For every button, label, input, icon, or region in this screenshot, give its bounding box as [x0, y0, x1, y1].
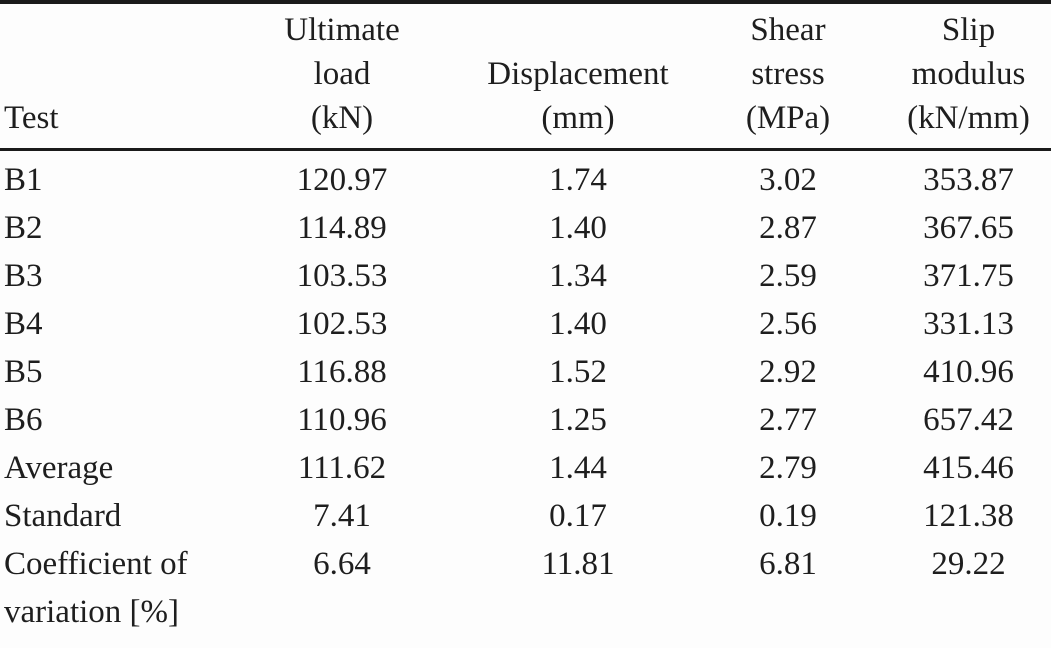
cell-displacement: 1.34 [549, 258, 607, 294]
table-row-b1: B1 120.97 1.74 3.02 353.87 [0, 150, 1051, 205]
column-header-slip-modulus: Slip modulus (kN/mm) [886, 2, 1051, 151]
cell-slip-modulus: 29.22 [931, 546, 1006, 582]
cell-ultimate-load: 7.41 [313, 498, 371, 534]
header-row: Test Ultimate load (kN) Displacement (mm… [0, 2, 1051, 151]
table-row-b2: B2 114.89 1.40 2.87 367.65 [0, 204, 1051, 252]
table-row-b3: B3 103.53 1.34 2.59 371.75 [0, 252, 1051, 300]
cell-slip-modulus: 121.38 [923, 498, 1014, 534]
row-label: B5 [4, 354, 43, 390]
column-header-shear-stress: Shear stress (MPa) [690, 2, 886, 151]
cell-slip-modulus: 371.75 [923, 258, 1014, 294]
cell-shear-stress: 2.59 [759, 258, 817, 294]
cell-shear-stress: 2.77 [759, 402, 817, 438]
cell-shear-stress: 2.56 [759, 306, 817, 342]
row-label: B6 [4, 402, 43, 438]
row-label: B4 [4, 306, 43, 342]
row-label: Average [4, 450, 114, 486]
row-label: B2 [4, 210, 43, 246]
table-row-standard: Standard 7.41 0.17 0.19 121.38 [0, 492, 1051, 540]
table-row-b4: B4 102.53 1.40 2.56 331.13 [0, 300, 1051, 348]
cell-shear-stress: 0.19 [759, 498, 817, 534]
cell-shear-stress: 2.79 [759, 450, 817, 486]
row-label: Coefficient of variation [%] [4, 546, 188, 630]
cell-shear-stress: 2.92 [759, 354, 817, 390]
cell-ultimate-load: 120.97 [296, 162, 388, 198]
cell-slip-modulus: 367.65 [923, 210, 1014, 246]
table-row-b6: B6 110.96 1.25 2.77 657.42 [0, 396, 1051, 444]
cell-ultimate-load: 103.53 [296, 258, 388, 294]
table-body: B1 120.97 1.74 3.02 353.87 B2 114.89 1.4… [0, 150, 1051, 637]
cell-slip-modulus: 415.46 [923, 450, 1014, 486]
cell-ultimate-load: 102.53 [296, 306, 388, 342]
cell-shear-stress: 2.87 [759, 210, 817, 246]
cell-displacement: 1.25 [549, 402, 607, 438]
cell-ultimate-load: 6.64 [313, 546, 371, 582]
table-row-average: Average 111.62 1.44 2.79 415.46 [0, 444, 1051, 492]
row-label: B3 [4, 258, 43, 294]
cell-slip-modulus: 410.96 [923, 354, 1014, 390]
table-header: Test Ultimate load (kN) Displacement (mm… [0, 2, 1051, 151]
cell-ultimate-load: 114.89 [297, 210, 387, 246]
cell-displacement: 1.40 [549, 306, 607, 342]
cell-displacement: 1.40 [549, 210, 607, 246]
table-row-b5: B5 116.88 1.52 2.92 410.96 [0, 348, 1051, 396]
table-row-coefficient-of-variation: Coefficient of variation [%] 6.64 11.81 … [0, 540, 1051, 636]
cell-slip-modulus: 657.42 [923, 402, 1014, 438]
cell-slip-modulus: 331.13 [923, 306, 1014, 342]
row-label: B1 [4, 162, 43, 198]
cell-displacement: 11.81 [541, 546, 615, 582]
cell-displacement: 1.44 [549, 450, 607, 486]
cell-ultimate-load: 111.62 [297, 450, 387, 486]
cell-shear-stress: 3.02 [759, 162, 817, 198]
row-label: Standard [4, 498, 122, 534]
column-header-displacement: Displacement (mm) [466, 2, 690, 151]
cell-ultimate-load: 110.96 [297, 402, 387, 438]
cell-displacement: 1.74 [549, 162, 607, 198]
cell-slip-modulus: 353.87 [923, 162, 1014, 198]
cell-ultimate-load: 116.88 [297, 354, 387, 390]
cell-displacement: 1.52 [549, 354, 607, 390]
column-header-ultimate-load: Ultimate load (kN) [218, 2, 466, 151]
column-header-test: Test [0, 2, 218, 151]
cell-shear-stress: 6.81 [759, 546, 817, 582]
cell-displacement: 0.17 [549, 498, 607, 534]
